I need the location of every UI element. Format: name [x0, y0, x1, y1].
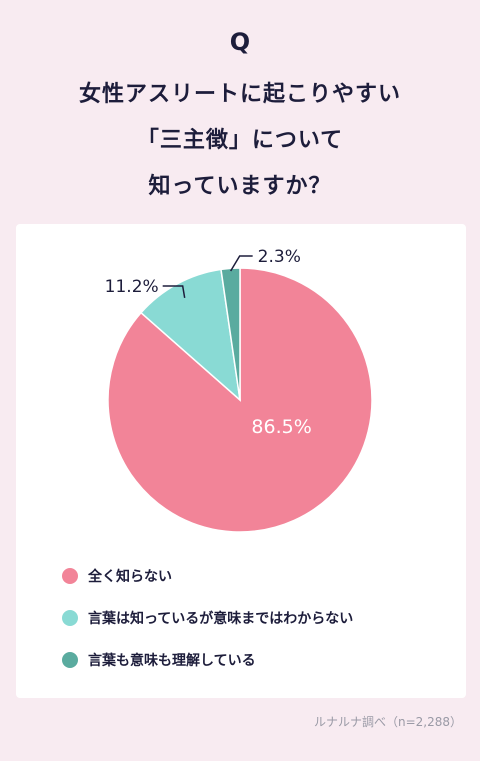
data-label-unaware: 86.5% — [251, 416, 311, 438]
legend-swatch-understand — [62, 652, 78, 668]
data-label-understand: 2.3% — [258, 247, 301, 267]
title-line-2: 「三主徴」について — [136, 128, 344, 153]
legend-item-word-only: 言葉は知っているが意味まではわからない — [62, 608, 353, 628]
legend-label-unaware: 全く知らない — [88, 569, 172, 585]
page-title: 女性アスリートに起こりやすい 「三主徴」について 知っていますか？ — [0, 72, 480, 210]
pie-slice-understand — [220, 267, 241, 401]
pie-slice-word-only — [139, 268, 242, 402]
leader-line-understand — [230, 255, 253, 272]
leader-line-word-only — [162, 285, 186, 298]
legend-label-understand: 言葉も意味も理解している — [88, 653, 256, 669]
legend-swatch-unaware — [62, 568, 78, 584]
data-label-word-only: 11.2% — [105, 277, 159, 297]
legend-item-unaware: 全く知らない — [62, 566, 172, 586]
title-line-1: 女性アスリートに起こりやすい — [78, 82, 401, 107]
legend-item-understand: 言葉も意味も理解している — [62, 650, 256, 670]
pie-slice-unaware — [107, 267, 373, 533]
legend-swatch-word-only — [62, 610, 78, 626]
title-line-3: 知っていますか？ — [148, 174, 332, 199]
question-mark: Q — [229, 28, 251, 56]
legend-label-word-only: 言葉は知っているが意味まではわからない — [88, 611, 354, 627]
source-note: ルナルナ調べ（n=2,288） — [313, 715, 462, 729]
